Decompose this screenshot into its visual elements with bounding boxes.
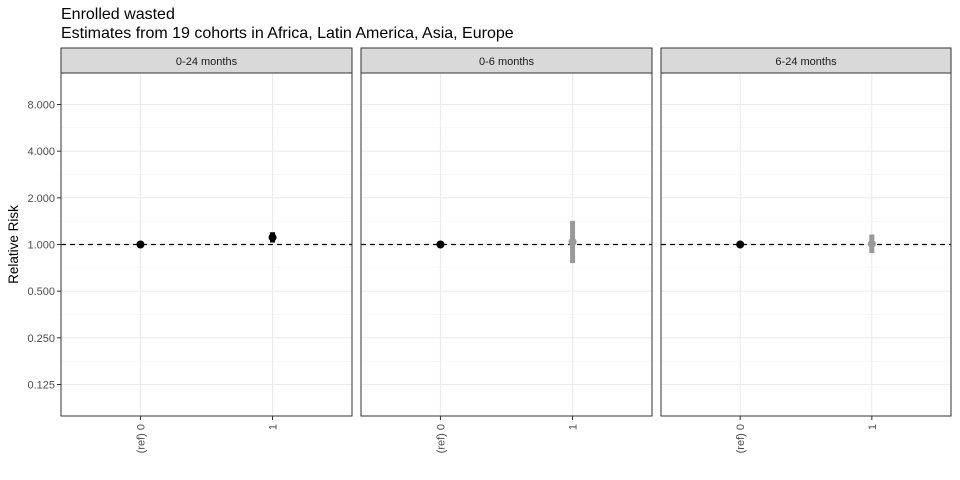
y-axis-title: Relative Risk [6,205,21,284]
x-tick-label: 1 [568,424,580,430]
x-tick-label: 1 [867,424,879,430]
facet-label: 6-24 months [775,56,837,68]
x-tick-label: (ref) 0 [435,424,447,453]
panel-border [360,72,653,417]
data-point [736,240,745,249]
y-tick-label: 0.500 [27,286,55,298]
data-point [136,240,145,249]
y-tick-label: 4.000 [27,146,55,158]
x-tick-label: (ref) 0 [735,424,747,453]
chart-title: Enrolled wasted [61,6,175,23]
facet-label: 0-24 months [176,56,238,68]
y-tick-label: 8.000 [27,100,55,112]
chart-subtitle: Estimates from 19 cohorts in Africa, Lat… [61,25,514,42]
data-point [867,239,876,248]
data-point [268,233,277,242]
x-tick-label: (ref) 0 [135,424,147,453]
facet-label: 0-6 months [479,56,535,68]
y-tick-label: 1.000 [27,240,55,252]
facet-strip [360,47,653,74]
panel-border [60,72,353,417]
data-point [568,237,577,246]
x-tick-label: 1 [268,424,280,430]
panel-border [660,72,952,417]
y-tick-label: 0.250 [27,333,55,345]
data-point [436,240,445,249]
facet-strip [660,47,952,74]
y-tick-label: 0.125 [27,380,55,392]
y-tick-label: 2.000 [27,193,55,205]
facet-strip [60,47,353,74]
